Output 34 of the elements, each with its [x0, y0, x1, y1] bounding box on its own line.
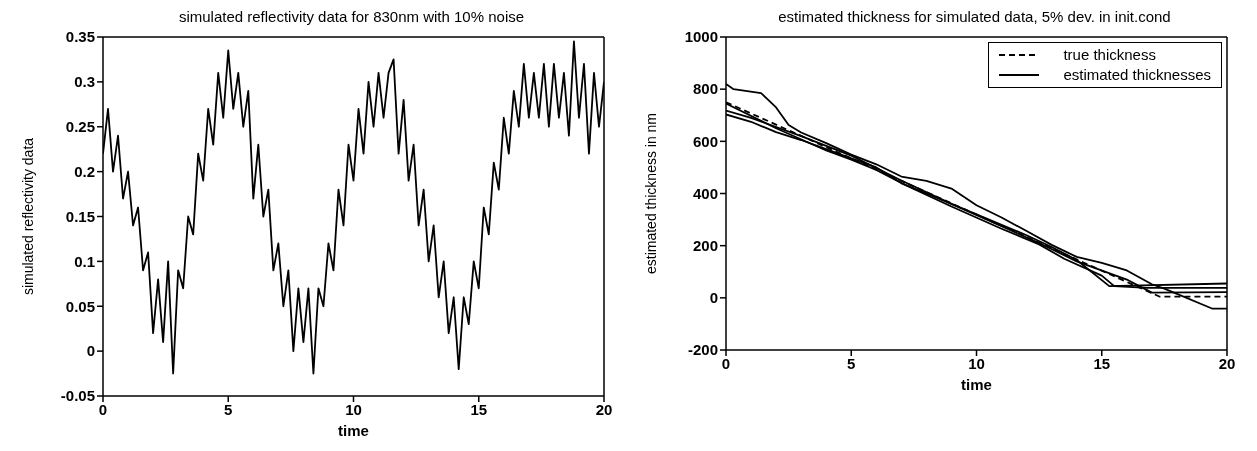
- y-tick-label: -200: [687, 341, 718, 359]
- y-tick-label: 0.25: [65, 118, 95, 136]
- y-axis-title: simulated reflectivity data: [19, 137, 36, 296]
- x-tick-label: 0: [98, 400, 108, 418]
- legend-label: estimated thicknesses: [1063, 65, 1211, 85]
- x-tick-label: 5: [847, 354, 856, 372]
- chart-title: estimated thickness for simulated data, 5% dev. in init.cond: [777, 8, 1172, 27]
- x-tick-label: 5: [224, 400, 233, 418]
- x-axis-title: time: [338, 422, 369, 439]
- x-tick-label: 20: [1218, 354, 1236, 372]
- y-tick-label: 0.15: [65, 207, 95, 225]
- y-tick-label: 0.35: [65, 28, 95, 46]
- y-tick-label: 0: [86, 342, 95, 360]
- x-tick-label: 10: [968, 354, 985, 372]
- y-tick-label: -0.05: [60, 387, 95, 405]
- y-tick-label: 0.3: [74, 73, 95, 91]
- chart-title: simulated reflectivity data for 830nm with 10% noise: [177, 8, 526, 27]
- y-tick-label: 0.1: [74, 252, 95, 270]
- x-tick-label: 15: [470, 400, 488, 418]
- y-axis-title: estimated thickness in nm: [642, 112, 659, 275]
- legend-label: true thickness: [1063, 45, 1156, 65]
- y-tick-label: 600: [692, 132, 718, 150]
- y-tick-label: 0.05: [65, 297, 95, 315]
- x-tick-label: 15: [1093, 354, 1111, 372]
- y-tick-label: 0: [709, 289, 718, 307]
- y-tick-label: 200: [692, 236, 718, 254]
- y-tick-label: 400: [692, 184, 718, 202]
- x-axis-title: time: [961, 376, 992, 393]
- y-tick-label: 800: [692, 80, 718, 98]
- x-tick-label: 20: [595, 400, 613, 418]
- x-tick-label: 10: [345, 400, 362, 418]
- y-tick-label: 0.2: [74, 162, 95, 180]
- x-tick-label: 0: [721, 354, 731, 372]
- y-tick-label: 1000: [684, 28, 718, 46]
